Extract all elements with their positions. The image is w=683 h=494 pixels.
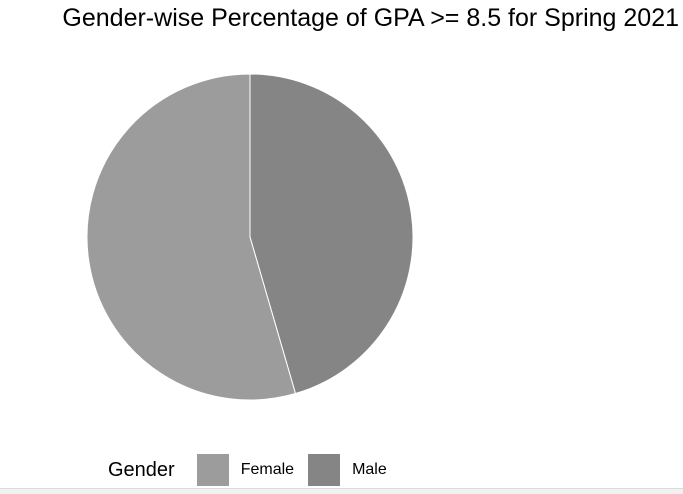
chart-title: Gender-wise Percentage of GPA >= 8.5 for…	[62, 4, 679, 32]
legend-item-male: Male	[308, 454, 389, 486]
legend-label-male: Male	[352, 461, 387, 478]
pie-slice-female	[86, 73, 297, 401]
legend-swatch-male	[308, 454, 341, 486]
legend-title: Gender	[108, 458, 175, 481]
pie-slice-male	[249, 73, 414, 395]
legend-swatch-female	[196, 454, 229, 486]
legend-label-female: Female	[240, 461, 295, 478]
legend: Gender Female Male	[108, 452, 401, 488]
legend-item-female: Female	[196, 454, 296, 486]
bottom-divider	[0, 488, 683, 494]
